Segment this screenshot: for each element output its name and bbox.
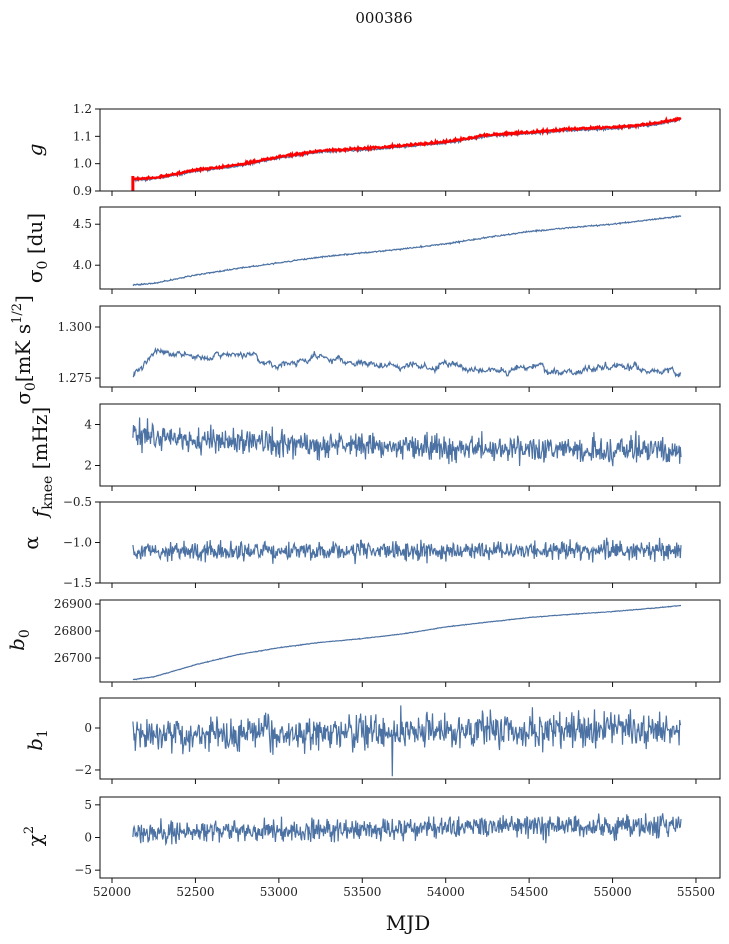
subplot-2: 4.0 4.5 σ0 [du] — [23, 206, 721, 294]
y-axis-label: b0 — [5, 629, 33, 651]
y-tick-label: 1.300 — [58, 320, 92, 334]
y-axis-label: χ2 — [22, 826, 47, 846]
series-line-sigma0-mK — [132, 346, 682, 378]
axes-frame — [99, 501, 721, 584]
x-tick-label: 53500 — [343, 885, 381, 899]
y-tick-label: −1.0 — [63, 536, 92, 550]
axes-frame — [99, 697, 721, 780]
subplot-7: −2 0 b1 — [23, 697, 721, 784]
chart-title: 000386 — [355, 9, 412, 27]
y-tick-label: −2 — [74, 763, 92, 777]
series-line-chi2 — [132, 813, 682, 847]
x-tick-label: 55000 — [593, 885, 631, 899]
x-axis-label: MJD — [386, 911, 431, 935]
y-tick-label: 4.0 — [73, 258, 92, 272]
x-tick-label: 55500 — [677, 885, 715, 899]
y-tick-label: 5 — [84, 798, 92, 812]
x-tick-label: 52500 — [176, 885, 214, 899]
y-tick-label: −5 — [74, 863, 92, 877]
y-tick-label: 0 — [84, 831, 92, 845]
y-axis-label: α — [19, 536, 43, 550]
subplot-8: 52000 52500 53000 53500 54000 54500 55000 55500… — [22, 796, 721, 899]
y-tick-label: 2 — [84, 459, 92, 473]
axes-frame — [99, 599, 721, 683]
y-tick-label: 1.2 — [73, 102, 92, 116]
y-tick-label: −1.5 — [63, 576, 92, 590]
series-line-fknee — [132, 417, 682, 467]
x-tick-label: 53000 — [260, 885, 298, 899]
axes-frame — [99, 796, 721, 879]
series-line-alpha — [132, 537, 682, 565]
series-line-b1 — [132, 705, 682, 777]
y-axis-label: σ0[mK s1/2] — [10, 295, 39, 405]
series-line-b0 — [132, 604, 681, 681]
series-line-sigma0-du — [132, 214, 682, 287]
y-tick-label: 26900 — [54, 597, 92, 611]
subplot-5: −1.5 −1.0 −0.5 α — [19, 495, 721, 590]
y-tick-label: 1.1 — [73, 129, 92, 143]
y-tick-label: −0.5 — [63, 495, 92, 509]
y-tick-label: 26800 — [54, 624, 92, 638]
y-axis-label: σ0 [du] — [23, 213, 51, 283]
y-tick-label: 1.0 — [73, 157, 92, 171]
series-line-g — [132, 117, 682, 183]
x-tick-label: 54000 — [427, 885, 465, 899]
subplot-6: 26700 26800 26900 b0 — [5, 597, 721, 687]
y-tick-label: 26700 — [54, 651, 92, 665]
subplot-3: 1.275 1.300 σ0[mK s1/2] — [10, 295, 721, 405]
y-axis-label: fknee [mHz] — [28, 407, 56, 519]
axes-frame — [99, 108, 721, 192]
subplot-1: 0.9 1.0 1.1 1.2 g — [23, 102, 721, 198]
y-axis-label: g — [23, 144, 47, 157]
x-tick-label: 54500 — [510, 885, 548, 899]
y-tick-label: 0 — [84, 721, 92, 735]
y-tick-label: 4 — [84, 418, 92, 432]
y-tick-label: 1.275 — [58, 371, 92, 385]
x-tick-label: 52000 — [93, 885, 131, 899]
y-tick-label: 0.9 — [73, 184, 92, 198]
y-tick-label: 4.5 — [73, 217, 92, 231]
axes-frame — [99, 403, 721, 487]
axes-frame — [99, 305, 721, 388]
series-line-g-model — [132, 116, 682, 182]
subplot-4: 2 4 fknee [mHz] — [28, 403, 721, 519]
y-axis-label: b1 — [23, 729, 51, 751]
axes-frame — [99, 206, 721, 290]
